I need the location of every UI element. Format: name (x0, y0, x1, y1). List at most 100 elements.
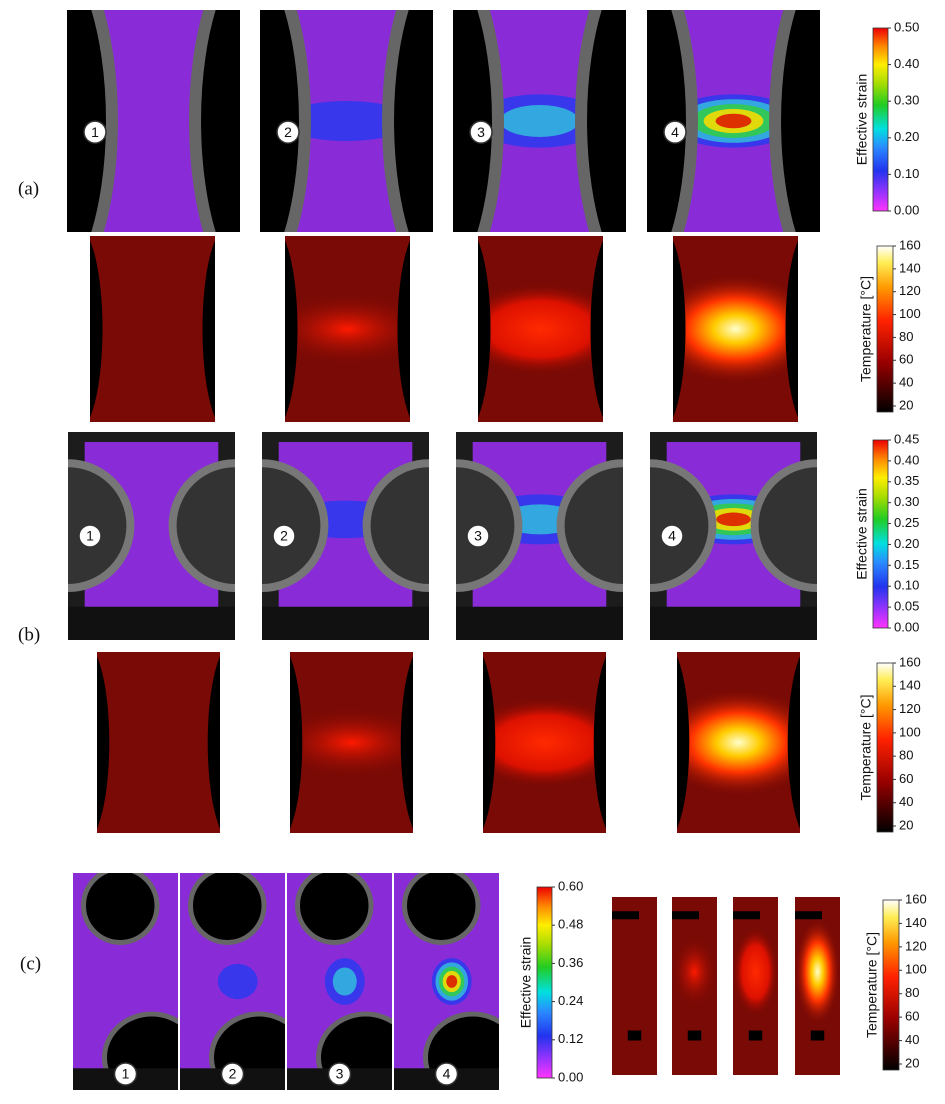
colorbar-tick-label: 120 (899, 283, 921, 298)
cutout (207, 656, 220, 829)
cutout (402, 873, 481, 945)
cutout (81, 873, 160, 945)
colorbar-tick-label: 0.35 (894, 473, 919, 488)
cutout (97, 656, 110, 829)
heat-zone (290, 706, 413, 779)
base (262, 606, 429, 640)
step-number: 2 (280, 528, 288, 544)
colorbar-tick-label: 40 (899, 375, 913, 390)
colorbar-tick-label: 160 (899, 237, 921, 252)
colorbar-tick-label: 80 (899, 329, 913, 344)
specimen-image (97, 652, 220, 833)
cutout (748, 1030, 763, 1041)
step-marker (220, 1062, 245, 1086)
step-marker (272, 524, 296, 548)
colorbar-title: Temperature [°C] (864, 932, 880, 1038)
grip (260, 10, 311, 232)
colorbar-tick-label: 0.60 (558, 878, 583, 893)
cutout (290, 656, 303, 829)
colorbar (536, 886, 553, 1079)
step-marker (327, 1062, 352, 1086)
step-number: 2 (284, 124, 292, 140)
grip (750, 459, 817, 592)
colorbar-tick-label: 160 (905, 891, 927, 906)
specimen-image (90, 236, 215, 422)
heat-zone (285, 291, 410, 367)
heat-zone (672, 936, 717, 1008)
heat-zone (677, 688, 800, 797)
colorbar-tick-label: 140 (899, 260, 921, 275)
cutout (612, 911, 639, 920)
colorbar-tick-label: 80 (905, 985, 919, 1000)
step-marker (469, 120, 493, 144)
colorbar-tick-label: 0.30 (894, 93, 919, 108)
background (90, 236, 215, 422)
colorbar-tick-label: 140 (905, 915, 927, 930)
step-marker (434, 1062, 459, 1086)
colorbar-tick-label: 60 (899, 352, 913, 367)
cutout (795, 911, 822, 920)
heat-zone (795, 918, 840, 1026)
colorbar-tick-label: 140 (899, 678, 921, 693)
specimen-image (673, 236, 798, 422)
grip (68, 459, 135, 592)
step-number: 4 (671, 124, 679, 140)
colorbar-title: Temperature [°C] (858, 276, 874, 382)
colorbar (872, 439, 889, 629)
specimen-image (483, 652, 606, 833)
colorbar-tick-label: 0.45 (894, 431, 919, 446)
cutout (810, 1030, 825, 1041)
specimen-image (647, 10, 820, 232)
colorbar-tick-label: 0.25 (894, 515, 919, 530)
grip (168, 459, 235, 592)
cutout (677, 656, 690, 829)
step-number: 1 (86, 528, 94, 544)
base (68, 606, 235, 640)
grip (456, 459, 523, 592)
step-number: 1 (122, 1066, 130, 1082)
specimen-image (733, 897, 778, 1075)
colorbar-tick-label: 0.40 (894, 56, 919, 71)
cutout (673, 240, 686, 418)
specimen-image (677, 652, 800, 833)
colorbar-tick-label: 0.50 (894, 19, 919, 34)
cutout (787, 656, 800, 829)
cutout (733, 911, 760, 920)
grip (453, 10, 504, 232)
specimen-image (672, 897, 717, 1075)
colorbar-tick-label: 100 (905, 962, 927, 977)
colorbar-tick-label: 160 (899, 654, 921, 669)
strain-band (280, 101, 413, 141)
panel-label: (a) (18, 178, 39, 199)
specimen-image (260, 10, 433, 232)
colorbar-tick-label: 0.20 (894, 536, 919, 551)
colorbar-title: Temperature [°C] (858, 695, 874, 801)
colorbar-tick-label: 0.05 (894, 599, 919, 614)
cutout (397, 240, 410, 418)
step-marker (113, 1062, 138, 1086)
grip (575, 10, 626, 232)
colorbar-tick-label: 0.20 (894, 129, 919, 144)
step-marker (663, 120, 687, 144)
step-number: 2 (229, 1066, 237, 1082)
colorbar-tick-label: 40 (905, 1032, 919, 1047)
step-number: 1 (91, 124, 99, 140)
colorbar (882, 899, 900, 1071)
colorbar-tick-label: 60 (905, 1009, 919, 1024)
colorbar-tick-label: 120 (905, 938, 927, 953)
step-marker (78, 524, 102, 548)
specimen-image (612, 897, 657, 1075)
strain-band (715, 113, 752, 129)
colorbar-tick-label: 0.36 (558, 955, 583, 970)
grip (262, 459, 329, 592)
step-marker (276, 120, 300, 144)
base (650, 606, 817, 640)
strain-band (446, 975, 458, 988)
colorbar-tick-label: 80 (899, 748, 913, 763)
grip (382, 10, 433, 232)
cutout (687, 1030, 702, 1041)
colorbar-tick-label: 0.15 (894, 557, 919, 572)
strain-band (716, 512, 751, 527)
heat-zone (673, 273, 798, 385)
grip (769, 10, 820, 232)
